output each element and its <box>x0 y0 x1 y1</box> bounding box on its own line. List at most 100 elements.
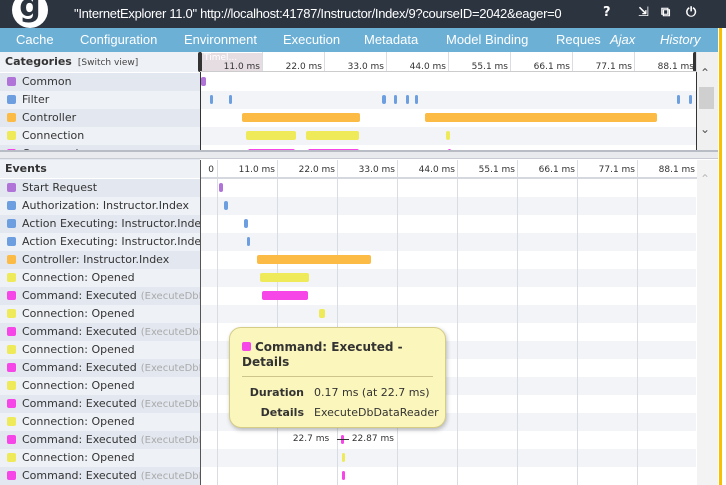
event-bar[interactable] <box>260 273 310 282</box>
category-bar[interactable] <box>424 113 657 122</box>
tab-model-binding[interactable]: Model Binding <box>446 32 529 47</box>
range-handle-left[interactable] <box>198 52 202 72</box>
bar-end-label: 22.87 ms <box>351 434 394 444</box>
tab-history[interactable]: History <box>660 32 701 47</box>
event-bar[interactable] <box>319 309 325 318</box>
grid-line <box>448 52 449 72</box>
event-row-label[interactable]: Command: Executed(ExecuteDbDat... <box>0 395 200 413</box>
event-color-swatch <box>7 309 16 318</box>
event-row-label[interactable]: Connection: Opened <box>0 449 200 467</box>
category-common[interactable]: Common <box>0 73 200 91</box>
event-row-label[interactable]: Connection: Opened <box>0 269 200 287</box>
event-color-swatch <box>7 327 16 336</box>
category-track <box>201 91 696 109</box>
event-row-label[interactable]: Action Executing: Instructor.Index <box>0 215 200 233</box>
event-label: Command: Executed <box>22 397 137 410</box>
event-color-swatch <box>7 453 16 462</box>
scroll-down-icon[interactable]: ⌄ <box>700 122 711 136</box>
event-row-label[interactable]: Action Executing: Instructor.Index <box>0 233 200 251</box>
tick-label: 33.0 ms <box>347 62 384 72</box>
category-color-swatch <box>7 131 16 140</box>
category-bar[interactable] <box>306 131 360 140</box>
category-track <box>201 73 696 91</box>
event-row-label[interactable]: Start Request <box>0 179 200 197</box>
category-bar[interactable] <box>405 95 409 104</box>
popout-icon[interactable]: ⧉ <box>661 5 671 20</box>
category-bar[interactable] <box>393 95 398 104</box>
glimpse-logo: g <box>12 0 48 28</box>
event-bar[interactable] <box>342 471 346 480</box>
scroll-up-icon[interactable]: ⌃ <box>700 66 711 80</box>
event-row-label[interactable]: Command: Executed(ExecuteDbDat... <box>0 359 200 377</box>
download-icon[interactable]: ⇲ <box>638 5 649 20</box>
scroll-up-icon[interactable]: ⌃ <box>700 172 711 186</box>
event-bar[interactable] <box>256 255 371 264</box>
power-icon[interactable]: ⏻ <box>686 5 697 20</box>
category-bar[interactable] <box>415 95 419 104</box>
events-header: Events <box>0 160 200 178</box>
event-color-swatch <box>7 201 16 210</box>
category-label: Controller <box>22 111 77 124</box>
category-controller[interactable]: Controller <box>0 109 200 127</box>
event-bar[interactable] <box>224 201 228 210</box>
category-bar[interactable] <box>689 95 693 104</box>
event-row-label[interactable]: Command: Executed(ExecuteDbDat... <box>0 323 200 341</box>
category-bar[interactable] <box>201 77 206 86</box>
category-bar[interactable] <box>242 113 360 122</box>
tooltip-swatch <box>242 342 251 351</box>
switch-view-link[interactable]: [Switch view] <box>77 58 139 68</box>
tab-ajax[interactable]: Ajax <box>610 32 636 47</box>
grid-line <box>634 52 635 72</box>
category-bar[interactable] <box>245 131 297 140</box>
tab-reques[interactable]: Reques <box>556 32 601 47</box>
tab-environment[interactable]: Environment <box>184 32 257 47</box>
event-tooltip: Command: Executed - Details Duration 0.17 … <box>229 327 446 428</box>
event-row-label[interactable]: Command: Executed(ExecuteDbDat... <box>0 431 200 449</box>
event-bar[interactable] <box>247 237 251 246</box>
category-label: Connection <box>22 129 85 142</box>
event-row-label[interactable]: Command: Executed(ExecuteDbDat... <box>0 467 200 485</box>
range-handle-right[interactable] <box>693 52 697 72</box>
scrollbar-thumb[interactable] <box>699 87 714 109</box>
tab-cache[interactable]: Cache <box>16 32 54 47</box>
category-bar[interactable] <box>228 95 232 104</box>
tab-execution[interactable]: Execution <box>283 32 341 47</box>
tick-label: 88.1 ms <box>658 165 695 175</box>
event-color-swatch <box>7 363 16 372</box>
category-filter[interactable]: Filter <box>0 91 200 109</box>
event-bar[interactable] <box>262 291 308 300</box>
panel-splitter[interactable] <box>0 150 718 159</box>
tooltip-title: Command: Executed - <box>255 340 403 354</box>
event-row-label[interactable]: Connection: Opened <box>0 305 200 323</box>
events-scrollbar[interactable] <box>697 160 718 485</box>
tab-configuration[interactable]: Configuration <box>80 32 158 47</box>
event-bar[interactable] <box>243 219 248 228</box>
tab-metadata[interactable]: Metadata <box>364 32 419 47</box>
category-connection[interactable]: Connection <box>0 127 200 145</box>
event-bar[interactable] <box>342 453 346 462</box>
category-bar[interactable] <box>210 95 214 104</box>
duration-label: Duration <box>249 386 304 399</box>
event-bar[interactable] <box>219 183 223 192</box>
tick-label: 0 <box>208 165 214 175</box>
event-track <box>201 287 696 305</box>
range-selection[interactable]: Timel... <box>202 53 262 72</box>
event-row-label[interactable]: Connection: Opened <box>0 413 200 431</box>
help-icon[interactable]: ? <box>603 5 611 20</box>
event-row-label[interactable]: Connection: Opened <box>0 377 200 395</box>
event-color-swatch <box>7 399 16 408</box>
event-row-label[interactable]: Controller: Instructor.Index <box>0 251 200 269</box>
divider <box>201 177 697 179</box>
event-label: Command: Executed <box>22 361 137 374</box>
details-value: ExecuteDbDataReader <box>314 406 439 419</box>
event-row-label[interactable]: Connection: Opened <box>0 341 200 359</box>
categories-title: Categories <box>5 55 72 68</box>
event-label: Command: Executed <box>22 289 137 302</box>
event-row-label[interactable]: Authorization: Instructor.Index <box>0 197 200 215</box>
event-row-label[interactable]: Command: Executed(ExecuteDbDat... <box>0 287 200 305</box>
category-color-swatch <box>7 77 16 86</box>
category-bar[interactable] <box>446 131 450 140</box>
event-track <box>201 215 696 233</box>
category-bar[interactable] <box>676 95 680 104</box>
category-bar[interactable] <box>382 95 386 104</box>
